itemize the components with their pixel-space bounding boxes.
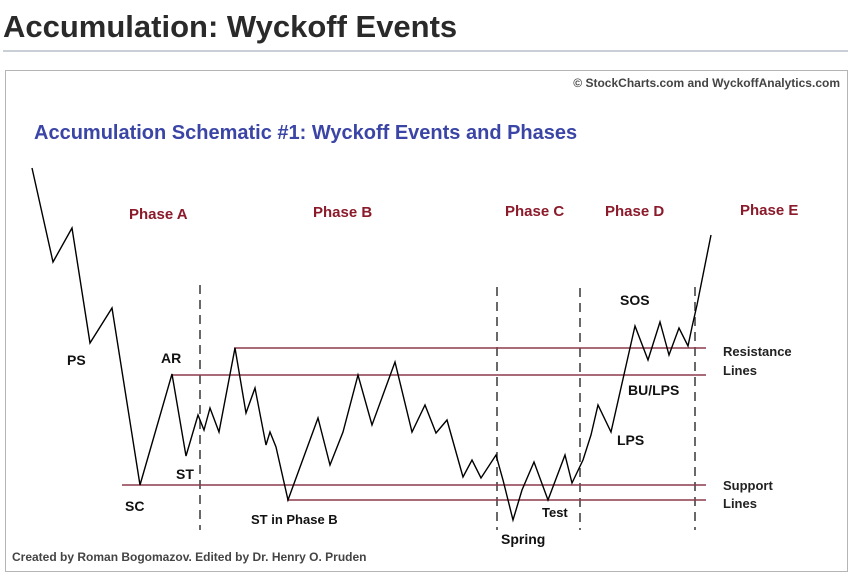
event-ar-label: AR: [161, 350, 181, 366]
event-lps-label: LPS: [617, 432, 644, 448]
credit-text: Created by Roman Bogomazov. Edited by Dr…: [12, 550, 367, 564]
schematic-title: Accumulation Schematic #1: Wyckoff Event…: [34, 122, 577, 144]
resistance-label-line1: Resistance: [723, 344, 792, 359]
phase-c-label: Phase C: [505, 203, 564, 220]
support-label-line1: Support: [723, 478, 773, 493]
phase-a-label: Phase A: [129, 206, 188, 223]
resistance-label-line2: Lines: [723, 363, 757, 378]
event-st-label: ST: [176, 466, 194, 482]
phase-b-label: Phase B: [313, 204, 372, 221]
event-sc-label: SC: [125, 498, 144, 514]
event-ps-label: PS: [67, 352, 86, 368]
heading-divider: [3, 50, 848, 52]
event-bu-lps-label: BU/LPS: [628, 382, 679, 398]
event-test-label: Test: [542, 505, 568, 520]
page-title: Accumulation: Wyckoff Events: [3, 9, 458, 44]
event-spring-label: Spring: [501, 531, 545, 547]
phase-e-label: Phase E: [740, 202, 798, 219]
phase-d-label: Phase D: [605, 203, 664, 220]
event-st-in-phase-b-label: ST in Phase B: [251, 512, 338, 527]
schematic-figure: [5, 70, 848, 572]
support-label-line2: Lines: [723, 496, 757, 511]
event-sos-label: SOS: [620, 292, 650, 308]
price-path: [31, 167, 712, 523]
copyright-text: © StockCharts.com and WyckoffAnalytics.c…: [573, 76, 840, 90]
